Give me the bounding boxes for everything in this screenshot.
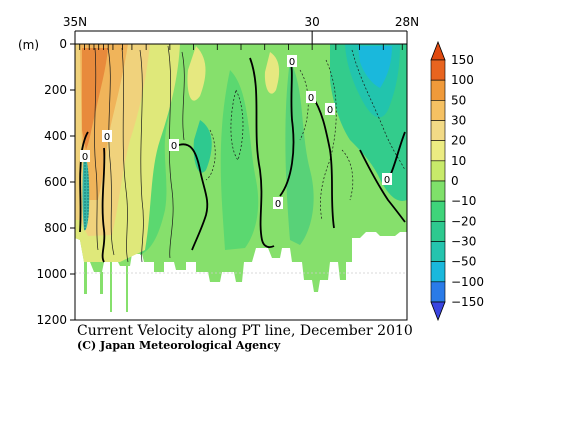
colorbar-swatch <box>430 180 446 202</box>
zero-label: 0 <box>289 57 295 68</box>
deep-sliver <box>100 272 103 294</box>
colorbar-label: −50 <box>451 255 476 269</box>
y-tick-label: 200 <box>44 83 67 97</box>
y-tick-label: 800 <box>44 221 67 235</box>
zero-labels: 0 0 0 0 0 0 0 0 <box>80 55 392 210</box>
colorbar-label: −30 <box>451 235 476 249</box>
colorbar-label: −150 <box>451 295 484 309</box>
jet-core-stipple <box>82 152 90 231</box>
green-patch <box>220 70 259 250</box>
x-tick-label: 28N <box>395 15 419 29</box>
colorbar-swatch <box>430 140 446 162</box>
cold-core <box>358 46 392 88</box>
zero-contour-east-2 <box>311 95 335 229</box>
colorbar-label: 100 <box>451 73 474 87</box>
y-tick-label: 0 <box>59 37 67 51</box>
colorbar-swatch <box>430 200 446 222</box>
warm-patch-mid <box>264 52 280 94</box>
colorbar-swatch <box>430 241 446 262</box>
x-tick-label: 35N <box>63 15 87 29</box>
colorbar-swatch <box>430 120 446 141</box>
chart-credit: (C) Japan Meteorological Agency <box>77 339 281 352</box>
thin-contours <box>94 45 185 263</box>
zero-label: 0 <box>104 132 110 143</box>
zero-label: 0 <box>171 141 177 152</box>
zero-contour-mid-west <box>175 143 209 251</box>
zero-label: 0 <box>327 105 333 116</box>
colorbar-label: 10 <box>451 154 466 168</box>
colorbar-swatch <box>430 100 446 121</box>
colorbar-top-arrow <box>430 40 446 61</box>
colorbar-swatch <box>430 79 446 101</box>
colorbar-label: 150 <box>451 53 474 67</box>
y-axis: 0 200 400 600 800 1000 1200 <box>36 37 75 327</box>
colorbar-bottom-arrow <box>430 301 446 322</box>
zero-contour-far-east-2 <box>359 149 406 223</box>
zero-label: 0 <box>275 199 281 210</box>
colorbar-swatch <box>430 281 446 303</box>
colorbar-label: −10 <box>451 194 476 208</box>
zero-label: 0 <box>82 152 88 163</box>
colorbar-label: −20 <box>451 214 476 228</box>
colorbar-swatch <box>430 59 446 81</box>
zero-contour-west-2 <box>101 147 106 263</box>
x-axis: 35N 30 28N <box>63 15 419 44</box>
y-tick-label: 600 <box>44 175 67 189</box>
station-tick-marks <box>79 44 403 50</box>
y-tick-label: 400 <box>44 129 67 143</box>
zero-label: 0 <box>384 175 390 186</box>
green-patch <box>285 60 314 245</box>
y-tick-label: 1200 <box>36 313 67 327</box>
zero-label: 0 <box>308 93 314 104</box>
colorbar-label: 30 <box>451 114 466 128</box>
colorbar-swatch <box>430 160 446 182</box>
velocity-section-field: 0 0 0 0 0 0 0 0 <box>75 44 407 312</box>
zero-contour-east <box>279 59 295 197</box>
colorbar-label: 20 <box>451 134 466 148</box>
zero-contour-center <box>249 57 275 248</box>
deep-sliver <box>126 262 128 312</box>
chart-title: Current Velocity along PT line, December… <box>77 323 413 339</box>
colorbar-label: −100 <box>451 275 484 289</box>
colorbar-swatch <box>430 221 446 242</box>
x-tick-label: 30 <box>305 15 320 29</box>
deep-sliver <box>110 262 112 312</box>
colorbar-label: 0 <box>451 174 459 188</box>
y-tick-label: 1000 <box>36 267 67 281</box>
colorbar-swatch <box>430 261 446 283</box>
colorbar-label: 50 <box>451 93 466 107</box>
deep-sliver <box>84 262 87 294</box>
warm-core <box>82 48 108 150</box>
y-unit-label: (m) <box>18 38 39 52</box>
warm-patch-east <box>187 46 206 101</box>
